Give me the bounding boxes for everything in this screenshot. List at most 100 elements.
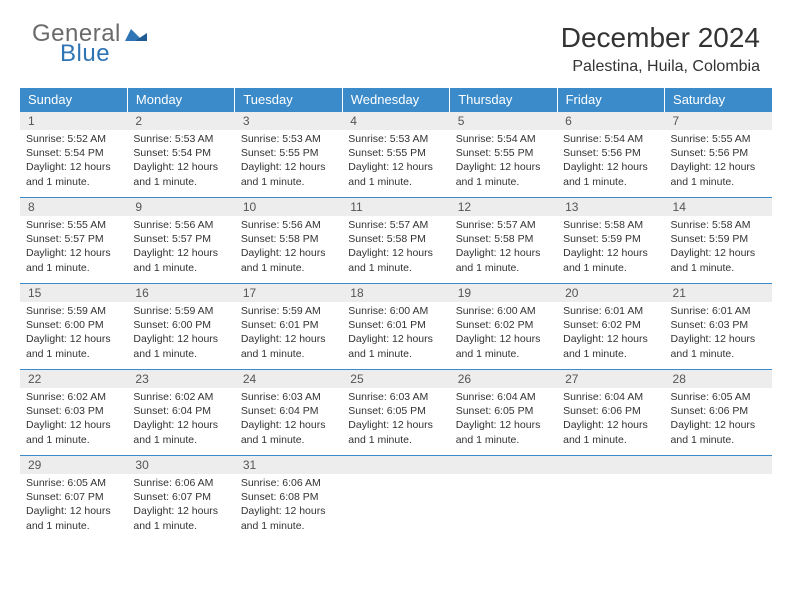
sunset-line: Sunset: 6:05 PM — [348, 404, 443, 418]
day-number: 10 — [235, 198, 342, 216]
day-cell: 1Sunrise: 5:52 AMSunset: 5:54 PMDaylight… — [20, 112, 127, 198]
sunset-line: Sunset: 5:55 PM — [241, 146, 336, 160]
day-cell: 26Sunrise: 6:04 AMSunset: 6:05 PMDayligh… — [450, 370, 557, 456]
day-header: Wednesday — [342, 88, 449, 112]
calendar-table: SundayMondayTuesdayWednesdayThursdayFrid… — [20, 88, 772, 542]
day-cell: 6Sunrise: 5:54 AMSunset: 5:56 PMDaylight… — [557, 112, 664, 198]
day-body: Sunrise: 5:54 AMSunset: 5:55 PMDaylight:… — [450, 130, 557, 191]
sunrise-line: Sunrise: 6:02 AM — [26, 390, 121, 404]
sunrise-line: Sunrise: 6:03 AM — [241, 390, 336, 404]
sunset-line: Sunset: 5:54 PM — [26, 146, 121, 160]
day-body: Sunrise: 5:56 AMSunset: 5:58 PMDaylight:… — [235, 216, 342, 277]
daylight-line: Daylight: 12 hours and 1 minute. — [563, 332, 658, 360]
sunset-line: Sunset: 6:04 PM — [133, 404, 228, 418]
day-body: Sunrise: 5:59 AMSunset: 6:01 PMDaylight:… — [235, 302, 342, 363]
day-body: Sunrise: 5:53 AMSunset: 5:54 PMDaylight:… — [127, 130, 234, 191]
day-header: Sunday — [20, 88, 127, 112]
daylight-line: Daylight: 12 hours and 1 minute. — [563, 246, 658, 274]
day-cell: 22Sunrise: 6:02 AMSunset: 6:03 PMDayligh… — [20, 370, 127, 456]
sunrise-line: Sunrise: 5:56 AM — [133, 218, 228, 232]
day-body: Sunrise: 5:58 AMSunset: 5:59 PMDaylight:… — [557, 216, 664, 277]
day-body: Sunrise: 5:52 AMSunset: 5:54 PMDaylight:… — [20, 130, 127, 191]
day-header: Saturday — [665, 88, 772, 112]
sunset-line: Sunset: 5:55 PM — [348, 146, 443, 160]
sunrise-line: Sunrise: 5:57 AM — [456, 218, 551, 232]
day-body: Sunrise: 6:05 AMSunset: 6:07 PMDaylight:… — [20, 474, 127, 535]
sunset-line: Sunset: 6:01 PM — [241, 318, 336, 332]
sunrise-line: Sunrise: 6:00 AM — [348, 304, 443, 318]
day-body: Sunrise: 6:01 AMSunset: 6:03 PMDaylight:… — [665, 302, 772, 363]
day-number-empty — [557, 456, 664, 474]
day-cell — [342, 456, 449, 542]
sunset-line: Sunset: 5:59 PM — [671, 232, 766, 246]
daylight-line: Daylight: 12 hours and 1 minute. — [241, 160, 336, 188]
day-number: 28 — [665, 370, 772, 388]
sunset-line: Sunset: 5:57 PM — [133, 232, 228, 246]
title-block: December 2024 Palestina, Huila, Colombia — [561, 22, 760, 76]
sunset-line: Sunset: 5:59 PM — [563, 232, 658, 246]
day-body: Sunrise: 6:01 AMSunset: 6:02 PMDaylight:… — [557, 302, 664, 363]
sunset-line: Sunset: 5:57 PM — [26, 232, 121, 246]
day-cell: 18Sunrise: 6:00 AMSunset: 6:01 PMDayligh… — [342, 284, 449, 370]
daylight-line: Daylight: 12 hours and 1 minute. — [133, 332, 228, 360]
daylight-line: Daylight: 12 hours and 1 minute. — [671, 332, 766, 360]
sunset-line: Sunset: 5:56 PM — [671, 146, 766, 160]
sunrise-line: Sunrise: 5:55 AM — [26, 218, 121, 232]
day-cell: 19Sunrise: 6:00 AMSunset: 6:02 PMDayligh… — [450, 284, 557, 370]
day-body: Sunrise: 6:03 AMSunset: 6:04 PMDaylight:… — [235, 388, 342, 449]
week-row: 1Sunrise: 5:52 AMSunset: 5:54 PMDaylight… — [20, 112, 772, 198]
day-number: 7 — [665, 112, 772, 130]
daylight-line: Daylight: 12 hours and 1 minute. — [26, 246, 121, 274]
week-row: 15Sunrise: 5:59 AMSunset: 6:00 PMDayligh… — [20, 284, 772, 370]
day-cell: 27Sunrise: 6:04 AMSunset: 6:06 PMDayligh… — [557, 370, 664, 456]
calendar: SundayMondayTuesdayWednesdayThursdayFrid… — [0, 88, 792, 542]
day-body: Sunrise: 5:56 AMSunset: 5:57 PMDaylight:… — [127, 216, 234, 277]
day-number: 26 — [450, 370, 557, 388]
sunset-line: Sunset: 5:58 PM — [348, 232, 443, 246]
sunset-line: Sunset: 5:56 PM — [563, 146, 658, 160]
day-body: Sunrise: 5:59 AMSunset: 6:00 PMDaylight:… — [20, 302, 127, 363]
day-body: Sunrise: 6:00 AMSunset: 6:01 PMDaylight:… — [342, 302, 449, 363]
day-number: 8 — [20, 198, 127, 216]
day-body: Sunrise: 5:59 AMSunset: 6:00 PMDaylight:… — [127, 302, 234, 363]
sunrise-line: Sunrise: 5:59 AM — [241, 304, 336, 318]
sunset-line: Sunset: 6:00 PM — [26, 318, 121, 332]
sunrise-line: Sunrise: 6:03 AM — [348, 390, 443, 404]
day-number: 29 — [20, 456, 127, 474]
day-number: 16 — [127, 284, 234, 302]
sunrise-line: Sunrise: 5:56 AM — [241, 218, 336, 232]
daylight-line: Daylight: 12 hours and 1 minute. — [133, 160, 228, 188]
sunrise-line: Sunrise: 6:01 AM — [671, 304, 766, 318]
day-body: Sunrise: 5:57 AMSunset: 5:58 PMDaylight:… — [450, 216, 557, 277]
day-number: 11 — [342, 198, 449, 216]
day-number: 19 — [450, 284, 557, 302]
day-header: Friday — [557, 88, 664, 112]
sunrise-line: Sunrise: 6:05 AM — [671, 390, 766, 404]
day-header: Thursday — [450, 88, 557, 112]
day-number: 4 — [342, 112, 449, 130]
sunrise-line: Sunrise: 5:55 AM — [671, 132, 766, 146]
page-title: December 2024 — [561, 22, 760, 54]
daylight-line: Daylight: 12 hours and 1 minute. — [133, 418, 228, 446]
day-number: 27 — [557, 370, 664, 388]
day-number: 9 — [127, 198, 234, 216]
day-body: Sunrise: 6:02 AMSunset: 6:03 PMDaylight:… — [20, 388, 127, 449]
sunrise-line: Sunrise: 6:06 AM — [241, 476, 336, 490]
day-body: Sunrise: 6:06 AMSunset: 6:07 PMDaylight:… — [127, 474, 234, 535]
daylight-line: Daylight: 12 hours and 1 minute. — [26, 418, 121, 446]
day-number-empty — [665, 456, 772, 474]
day-cell: 3Sunrise: 5:53 AMSunset: 5:55 PMDaylight… — [235, 112, 342, 198]
day-body: Sunrise: 6:06 AMSunset: 6:08 PMDaylight:… — [235, 474, 342, 535]
sunrise-line: Sunrise: 6:01 AM — [563, 304, 658, 318]
day-cell: 13Sunrise: 5:58 AMSunset: 5:59 PMDayligh… — [557, 198, 664, 284]
day-body: Sunrise: 5:57 AMSunset: 5:58 PMDaylight:… — [342, 216, 449, 277]
sunrise-line: Sunrise: 5:53 AM — [133, 132, 228, 146]
daylight-line: Daylight: 12 hours and 1 minute. — [348, 160, 443, 188]
day-cell — [665, 456, 772, 542]
daylight-line: Daylight: 12 hours and 1 minute. — [26, 332, 121, 360]
sunset-line: Sunset: 6:01 PM — [348, 318, 443, 332]
day-header-row: SundayMondayTuesdayWednesdayThursdayFrid… — [20, 88, 772, 112]
sunset-line: Sunset: 6:00 PM — [133, 318, 228, 332]
day-number: 3 — [235, 112, 342, 130]
day-number: 13 — [557, 198, 664, 216]
